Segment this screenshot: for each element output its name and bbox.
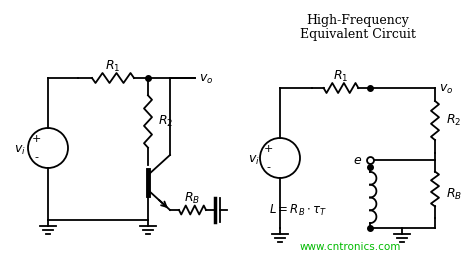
Text: $R_2$: $R_2$ [446,113,461,128]
Text: $R_1$: $R_1$ [105,58,121,74]
Text: $v_o$: $v_o$ [199,72,213,86]
Text: Equivalent Circuit: Equivalent Circuit [300,28,416,41]
Text: $R_B$: $R_B$ [446,186,462,202]
Text: $v_i$: $v_i$ [248,153,260,167]
Text: $R_2$: $R_2$ [158,114,173,129]
Text: High-Frequency: High-Frequency [307,14,409,27]
Text: -: - [266,162,270,172]
Text: $e$: $e$ [354,153,363,167]
Text: $L=R_B\cdot\tau_T$: $L=R_B\cdot\tau_T$ [269,202,327,217]
Text: +: + [263,144,272,154]
Text: +: + [31,134,41,144]
Text: $R_B$: $R_B$ [184,190,201,205]
Text: -: - [34,152,38,162]
Text: www.cntronics.com: www.cntronics.com [299,242,401,252]
Text: $v_o$: $v_o$ [439,83,454,96]
Text: $R_1$: $R_1$ [333,68,349,84]
Text: $v_i$: $v_i$ [14,144,26,156]
